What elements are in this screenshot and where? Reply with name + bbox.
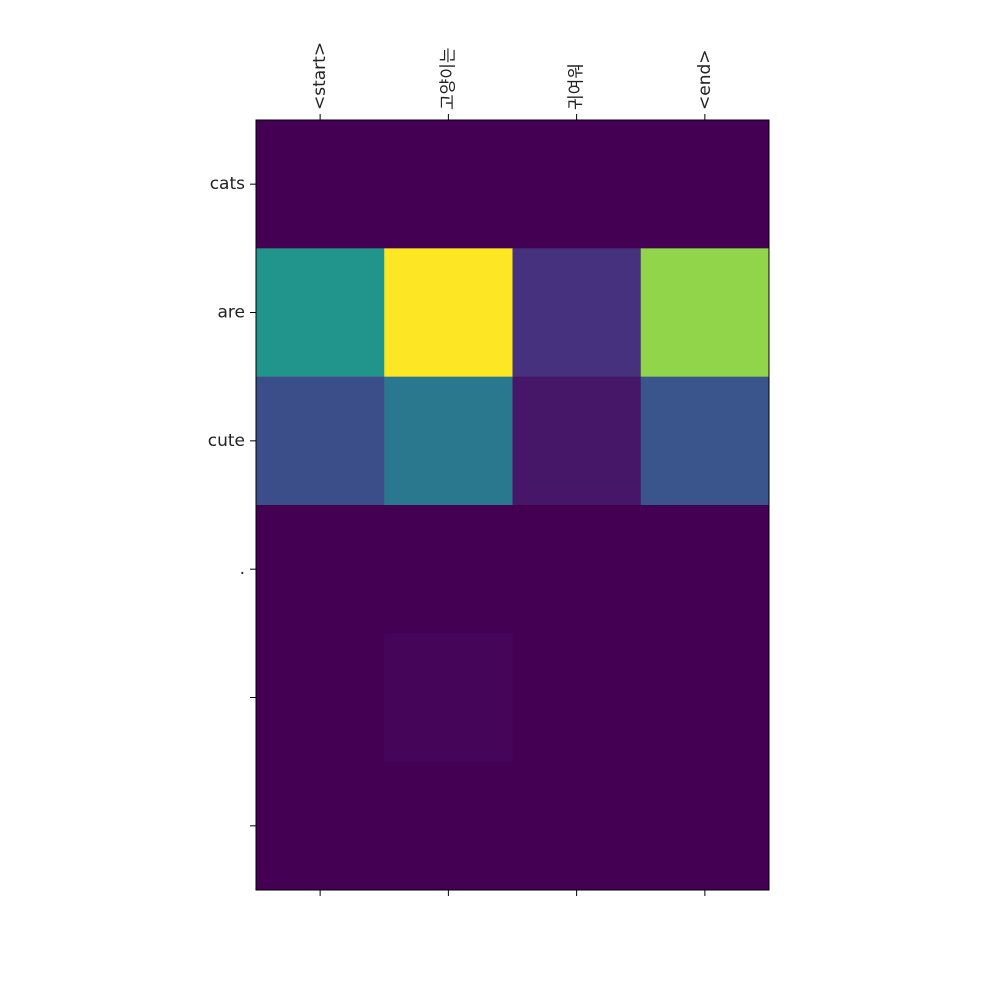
- x-axis-ticks: <start> 고양이는 귀여워 <end>: [310, 42, 715, 896]
- heatmap-cell: [256, 505, 385, 634]
- heatmap-cell: [640, 120, 770, 249]
- heatmap-cell: [384, 376, 513, 506]
- y-tick-label: are: [218, 303, 246, 323]
- heatmap-cells: [256, 120, 770, 891]
- heatmap-cell: [640, 376, 770, 506]
- y-tick-label: .: [240, 559, 245, 579]
- y-tick-label: cats: [210, 174, 245, 194]
- heatmap-cell: [384, 633, 513, 763]
- heatmap-cell: [512, 376, 642, 506]
- heatmap-cell: [256, 248, 385, 378]
- heatmap-cell: [384, 505, 513, 634]
- heatmap-cell: [512, 120, 642, 249]
- x-tick-label: <start>: [310, 42, 330, 110]
- x-tick-label: 귀여워: [567, 63, 587, 110]
- y-tick-label: cute: [208, 431, 245, 451]
- heatmap-cell: [640, 761, 770, 891]
- y-axis-ticks: cats are cute.: [208, 174, 256, 827]
- heatmap-cell: [384, 248, 513, 378]
- heatmap-cell: [512, 633, 642, 763]
- heatmap-cell: [512, 248, 642, 378]
- heatmap-cell: [384, 761, 513, 891]
- x-tick-label: <end>: [695, 49, 715, 110]
- plot-frame: [255, 119, 770, 891]
- heatmap-cell: [256, 761, 385, 891]
- heatmap-cell: [640, 505, 770, 634]
- heatmap-cell: [512, 761, 642, 891]
- x-tick-label: 고양이는: [438, 47, 458, 110]
- heatmap-cell: [256, 120, 385, 249]
- heatmap-cell: [640, 633, 770, 763]
- heatmap-cell: [640, 248, 770, 378]
- heatmap-cell: [512, 505, 642, 634]
- heatmap-cell: [256, 376, 385, 506]
- heatmap-cell: [256, 633, 385, 763]
- heatmap-cell: [384, 120, 513, 249]
